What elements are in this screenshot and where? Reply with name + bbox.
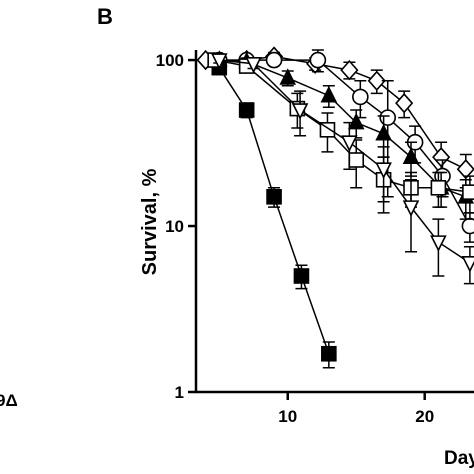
marker bbox=[347, 112, 365, 130]
marker bbox=[462, 184, 474, 200]
marker bbox=[430, 235, 447, 252]
marker bbox=[279, 68, 297, 85]
x-axis-label: Days bbox=[444, 448, 474, 469]
y-tick-label: 10 bbox=[165, 217, 184, 236]
marker bbox=[461, 256, 474, 273]
marker bbox=[210, 53, 228, 70]
marker bbox=[265, 51, 283, 69]
y-axis-label: Survival, % bbox=[139, 168, 161, 275]
marker bbox=[340, 59, 359, 81]
series-line bbox=[219, 59, 471, 264]
marker bbox=[402, 200, 420, 217]
series bbox=[210, 53, 474, 285]
marker bbox=[321, 345, 337, 362]
marker bbox=[375, 162, 392, 179]
marker bbox=[395, 92, 414, 114]
series bbox=[207, 52, 474, 214]
marker bbox=[379, 109, 397, 126]
series-line bbox=[215, 59, 470, 193]
marker bbox=[367, 70, 386, 92]
side-text: 9Δ bbox=[0, 391, 18, 410]
marker bbox=[352, 88, 369, 106]
marker bbox=[456, 159, 474, 180]
plot-area bbox=[196, 46, 474, 369]
marker bbox=[402, 147, 420, 164]
series bbox=[211, 59, 337, 369]
x-tick-label: 10 bbox=[278, 407, 297, 426]
marker bbox=[309, 51, 327, 69]
y-tick-label: 100 bbox=[156, 51, 184, 70]
axes: 1 10 100 10 20 bbox=[156, 50, 474, 426]
marker bbox=[461, 217, 474, 235]
marker bbox=[293, 268, 310, 284]
panel-label: B bbox=[97, 4, 113, 29]
marker bbox=[291, 103, 309, 120]
marker bbox=[432, 146, 451, 168]
marker bbox=[266, 189, 282, 205]
marker bbox=[238, 102, 255, 118]
y-tick-label: 1 bbox=[175, 383, 184, 402]
x-tick-label: 20 bbox=[415, 407, 434, 426]
marker bbox=[375, 123, 392, 141]
marker bbox=[320, 85, 338, 103]
series-line bbox=[218, 67, 330, 355]
marker bbox=[245, 56, 262, 74]
marker bbox=[341, 135, 358, 152]
marker bbox=[348, 152, 365, 168]
marker bbox=[430, 179, 447, 196]
